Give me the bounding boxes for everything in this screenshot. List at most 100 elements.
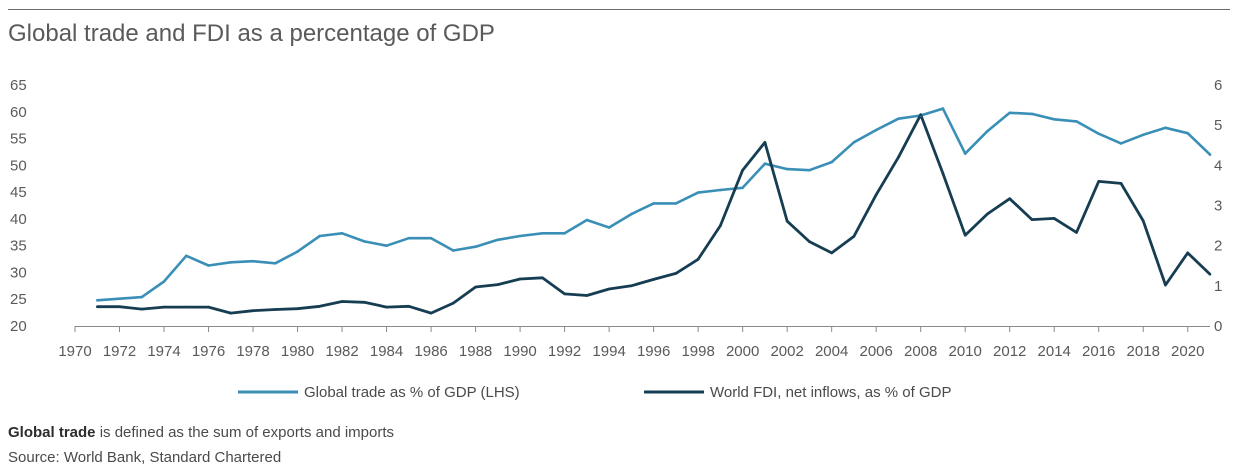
right-tick-label-5: 5: [1214, 117, 1222, 134]
global-trade-point-2006: [874, 128, 878, 132]
right-tick-label-3: 3: [1214, 198, 1222, 215]
left-tick-label-20: 20: [10, 318, 27, 335]
left-axis-ticks: 20 25 30 35 40 45 50 55 60 65: [10, 77, 27, 335]
world-fdi-points: [96, 113, 1212, 315]
global-trade-point-2000: [741, 186, 744, 190]
global-trade-point-1973: [140, 295, 144, 299]
world-fdi-point-1973: [140, 307, 144, 311]
x-tick-label-2018: 2018: [1127, 343, 1160, 360]
global-trade-point-1997: [674, 202, 678, 205]
world-fdi-point-1974: [162, 305, 166, 309]
world-fdi-point-2005: [852, 235, 856, 238]
world-fdi-point-1995: [630, 284, 633, 288]
global-trade-point-1999: [719, 188, 722, 192]
world-fdi-point-1981: [318, 305, 322, 308]
world-fdi-point-1971: [96, 305, 99, 309]
x-tick-label-2004: 2004: [815, 343, 848, 360]
x-tick-label-1992: 1992: [548, 343, 581, 360]
world-fdi-point-1984: [385, 305, 388, 309]
global-trade-point-1988: [474, 245, 477, 248]
global-trade-point-2018: [1141, 133, 1145, 137]
world-fdi-point-2002: [785, 219, 789, 223]
world-fdi-point-2012: [1008, 197, 1011, 200]
world-fdi-point-1986: [429, 311, 433, 315]
world-fdi-point-1994: [607, 287, 611, 291]
global-trade-point-2013: [1030, 112, 1034, 116]
world-fdi-point-2006: [874, 193, 878, 196]
global-trade-point-1976: [207, 264, 210, 267]
world-fdi-point-1990: [518, 277, 522, 281]
legend-label-world-fdi: World FDI, net inflows, as % of GDP: [710, 384, 951, 401]
world-fdi-point-1977: [229, 311, 233, 315]
world-fdi-point-2019: [1164, 283, 1167, 287]
x-tick-label-1988: 1988: [459, 343, 492, 360]
global-trade-point-2010: [963, 152, 967, 155]
global-trade-point-1990: [518, 234, 522, 238]
chart-title: Global trade and FDI as a percentage of …: [8, 20, 495, 47]
world-fdi-point-1997: [674, 272, 678, 275]
global-trade-point-1982: [340, 232, 344, 235]
x-tick-label-2012: 2012: [993, 343, 1026, 360]
left-tick-label-60: 60: [10, 104, 27, 121]
global-trade-point-2001: [763, 162, 767, 165]
world-fdi-point-2001: [763, 141, 767, 144]
global-trade-point-2002: [785, 167, 789, 171]
x-tick-label-2014: 2014: [1038, 343, 1071, 360]
world-fdi-point-2016: [1097, 180, 1100, 183]
global-trade-point-2004: [830, 160, 833, 164]
global-trade-point-2011: [986, 129, 989, 133]
world-fdi-point-2018: [1141, 219, 1145, 223]
global-trade-point-1991: [541, 232, 544, 235]
global-trade-point-1984: [385, 244, 388, 247]
left-tick-label-65: 65: [10, 77, 27, 94]
global-trade-point-2015: [1075, 120, 1078, 123]
world-fdi-point-2015: [1075, 231, 1078, 234]
world-fdi-point-1972: [118, 305, 121, 309]
world-fdi-point-1978: [251, 309, 255, 313]
global-trade-point-1971: [96, 299, 99, 302]
world-fdi-point-2007: [897, 156, 900, 159]
left-tick-label-30: 30: [10, 264, 27, 281]
global-trade-point-1979: [274, 262, 277, 265]
x-tick-label-2006: 2006: [859, 343, 892, 360]
world-fdi-point-1999: [719, 224, 722, 227]
global-trade-point-1995: [630, 212, 633, 216]
left-tick-label-45: 45: [10, 184, 27, 201]
global-trade-point-1977: [229, 261, 233, 264]
x-tick-label-1994: 1994: [592, 343, 625, 360]
x-tick-label-1974: 1974: [147, 343, 180, 360]
world-fdi-point-2010: [963, 233, 967, 237]
global-trade-point-2014: [1052, 118, 1056, 121]
right-tick-label-2: 2: [1214, 238, 1222, 255]
world-fdi-point-1976: [207, 305, 210, 309]
x-tick-label-1998: 1998: [681, 343, 714, 360]
x-tick-label-1972: 1972: [103, 343, 136, 360]
world-fdi-point-2021: [1208, 272, 1212, 276]
world-fdi-point-1987: [452, 301, 455, 305]
global-trade-point-1974: [162, 280, 166, 283]
global-trade-point-1989: [496, 238, 500, 242]
x-tick-label-1986: 1986: [414, 343, 447, 360]
world-fdi-point-1998: [696, 258, 700, 261]
x-tick-label-1990: 1990: [503, 343, 536, 360]
global-trade-point-2021: [1208, 153, 1212, 156]
world-fdi-point-2013: [1030, 218, 1034, 221]
world-fdi-point-2011: [986, 212, 989, 216]
x-tick-label-1982: 1982: [325, 343, 358, 360]
x-axis-ticks: 1970 1972 1974 1976 1978 1980 1982 1984 1986 1988…: [58, 326, 1204, 360]
x-tick-label-1980: 1980: [281, 343, 314, 360]
global-trade-point-2003: [808, 168, 811, 172]
global-trade-point-1972: [118, 297, 121, 301]
x-tick-label-2000: 2000: [726, 343, 759, 360]
global-trade-point-1996: [652, 202, 655, 205]
x-tick-label-2020: 2020: [1171, 343, 1204, 360]
world-fdi-point-2014: [1052, 217, 1056, 220]
x-tick-label-1978: 1978: [236, 343, 269, 360]
world-fdi-point-2020: [1186, 251, 1189, 255]
x-tick-label-2002: 2002: [770, 343, 803, 360]
right-axis-ticks: 0 1 2 3 4 5 6: [1214, 77, 1222, 335]
world-fdi-point-1996: [652, 278, 655, 281]
global-trade-point-1980: [296, 250, 299, 253]
global-trade-point-2020: [1186, 131, 1189, 135]
